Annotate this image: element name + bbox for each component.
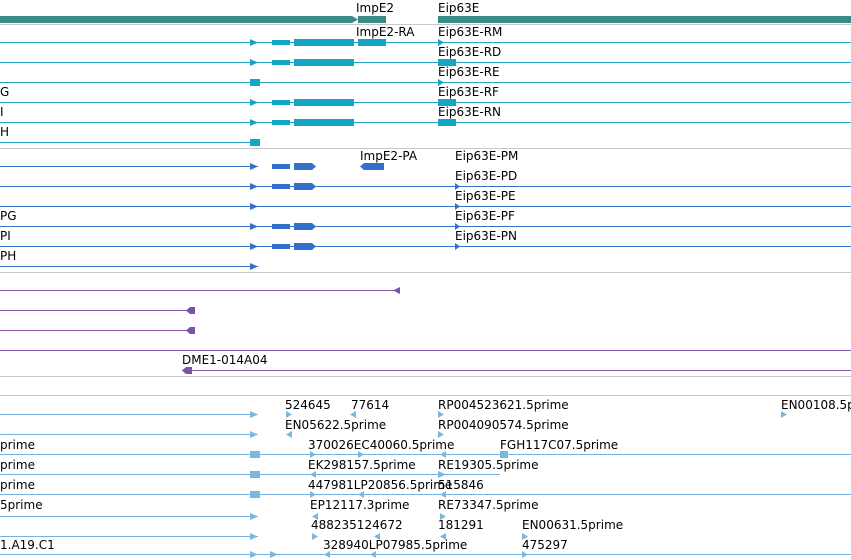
est-label[interactable]: RP004523621.5prime [438,398,569,412]
clone-label-dme1[interactable]: DME1-014A04 [182,353,268,367]
transcript-label-h[interactable]: H [0,125,10,139]
est-label[interactable]: EN00631.5prime [522,518,624,532]
est-label[interactable]: RE19305.5prime [438,458,539,472]
protein-track[interactable] [0,163,851,270]
est-label[interactable]: 181291 [438,518,484,532]
protein-label-eip63e-pf[interactable]: Eip63E-PF [455,209,515,223]
est-label[interactable]: 515846 [438,478,484,492]
est-label[interactable]: EK298157.5prime [308,458,416,472]
transcript-label-eip63e-re[interactable]: Eip63E-RE [438,65,500,79]
est-label[interactable]: prime [0,438,35,452]
gene-label-eip63e[interactable]: Eip63E [438,1,480,15]
est-label[interactable]: 5prime [0,498,43,512]
transcript-label-g[interactable]: G [0,85,10,99]
est-label[interactable]: EN05622.5prime [285,418,387,432]
est-label[interactable]: 77614 [351,398,390,412]
track-separators [0,24,851,396]
est-label[interactable]: prime [0,478,35,492]
protein-label-eip63e-pn[interactable]: Eip63E-PN [455,229,517,243]
est-track[interactable] [0,411,851,558]
est-label[interactable]: EP12117.3prime [310,498,410,512]
protein-label-ph[interactable]: PH [0,249,17,263]
transcript-track[interactable] [0,39,851,146]
protein-label-eip63e-pe[interactable]: Eip63E-PE [455,189,516,203]
transcript-label-i[interactable]: I [0,105,4,119]
est-label[interactable]: 447981LP20856.5prime [308,478,453,492]
protein-label-eip63e-pd[interactable]: Eip63E-PD [455,169,518,183]
protein-label-impe2-pa[interactable]: ImpE2-PA [360,149,418,163]
est-label[interactable]: 524645 [285,398,331,412]
est-label[interactable]: 475297 [522,538,568,552]
est-label[interactable]: RP004090574.5prime [438,418,569,432]
transcript-label-eip63e-rm[interactable]: Eip63E-RM [438,25,503,39]
est-label[interactable]: 328940LP07985.5prime [323,538,468,552]
gene-label-impe2[interactable]: ImpE2 [356,1,395,15]
est-label[interactable]: 488235124672 [311,518,403,532]
transcript-label-eip63e-rn[interactable]: Eip63E-RN [438,105,502,119]
est-label[interactable]: FGH117C07.5prime [500,438,619,452]
protein-label-pi[interactable]: PI [0,229,11,243]
protein-label-pg[interactable]: PG [0,209,17,223]
transcript-label-eip63e-rd[interactable]: Eip63E-RD [438,45,502,59]
est-label[interactable]: prime [0,458,35,472]
clone-track[interactable] [0,287,851,374]
transcript-label-impe2-ra[interactable]: ImpE2-RA [356,25,415,39]
est-label[interactable]: EN00108.5p [781,398,851,412]
gene-track[interactable] [0,16,851,23]
est-label[interactable]: 370026EC40060.5prime [308,438,455,452]
transcript-label-eip63e-rf[interactable]: Eip63E-RF [438,85,499,99]
est-label[interactable]: RE73347.5prime [438,498,539,512]
est-label[interactable]: 1.A19.C1 [0,538,55,552]
protein-label-eip63e-pm[interactable]: Eip63E-PM [455,149,519,163]
